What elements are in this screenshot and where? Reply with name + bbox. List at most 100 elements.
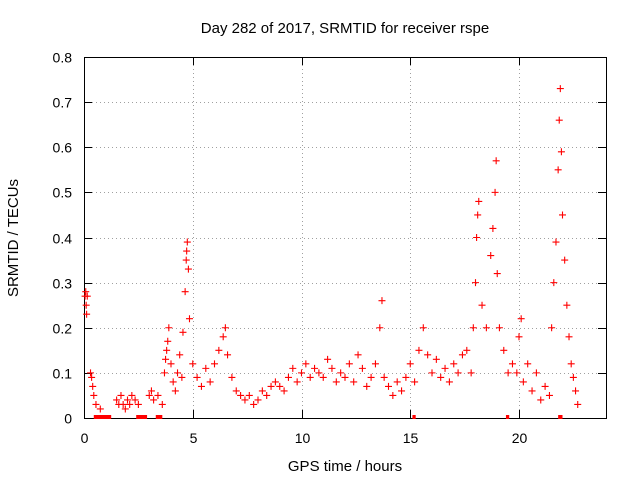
data-point [398, 387, 406, 395]
data-point [169, 378, 177, 386]
data-point [276, 382, 284, 390]
data-point [445, 378, 453, 386]
data-point [350, 378, 358, 386]
data-point [371, 360, 379, 368]
data-point [545, 391, 553, 399]
data-point [306, 373, 314, 381]
data-point [90, 391, 98, 399]
data-point [167, 360, 175, 368]
data-point [160, 369, 168, 377]
data-point [119, 400, 127, 408]
x-axis-label: GPS time / hours [288, 458, 402, 475]
y-tick-label: 0.3 [53, 276, 73, 292]
data-point [189, 360, 197, 368]
data-point [541, 382, 549, 390]
data-point [432, 355, 440, 363]
data-point [171, 387, 179, 395]
data-point [437, 373, 445, 381]
data-point [380, 373, 388, 381]
data-point [96, 405, 104, 413]
data-point [469, 324, 477, 332]
data-point [354, 351, 362, 359]
data-point [185, 315, 193, 323]
y-axis-label: SRMTID / TECUs [5, 179, 22, 297]
zero-value-marks [558, 415, 563, 419]
data-point [250, 400, 258, 408]
data-point [87, 369, 95, 377]
data-point [215, 346, 223, 354]
data-point [559, 211, 566, 219]
data-point [345, 360, 353, 368]
data-point [202, 364, 210, 372]
data-point [150, 396, 158, 404]
data-point [245, 391, 253, 399]
x-tick-label: 20 [512, 430, 528, 446]
y-tick-label: 0.6 [53, 140, 73, 156]
data-point [237, 391, 245, 399]
data-point [441, 364, 449, 372]
data-point [495, 324, 503, 332]
data-point [493, 270, 501, 278]
data-point [463, 346, 471, 354]
data-point [561, 256, 569, 264]
data-point [428, 369, 436, 377]
zero-value-marks [93, 415, 112, 419]
data-point [82, 301, 90, 309]
data-point [552, 238, 560, 246]
data-point [492, 157, 500, 165]
data-point [183, 247, 191, 255]
data-point [574, 400, 582, 408]
data-point [154, 391, 162, 399]
data-point [293, 378, 301, 386]
data-point [415, 346, 423, 354]
data-point [556, 85, 564, 93]
data-point [548, 324, 556, 332]
y-tick-label: 0.4 [53, 231, 73, 247]
data-point [489, 224, 497, 232]
data-point [475, 197, 483, 205]
data-point [411, 378, 419, 386]
data-point [117, 391, 125, 399]
data-point [145, 391, 153, 399]
zero-value-marks [136, 415, 148, 419]
zero-value-marks [412, 415, 416, 419]
data-point [176, 351, 184, 359]
data-point [572, 387, 580, 395]
data-point [537, 396, 545, 404]
data-point [458, 351, 466, 359]
data-point [124, 396, 131, 404]
data-point [280, 387, 288, 395]
data-point [184, 265, 192, 273]
data-point [134, 400, 142, 408]
data-point [219, 333, 227, 341]
data-point [183, 238, 191, 246]
data-point [224, 351, 232, 359]
y-tick-label: 0.8 [53, 50, 73, 66]
data-point [402, 373, 410, 381]
data-point [367, 373, 375, 381]
data-point [487, 252, 495, 260]
data-point [467, 369, 475, 377]
data-point [450, 360, 458, 368]
data-point [341, 373, 349, 381]
data-point [474, 211, 482, 219]
data-point [211, 360, 218, 368]
data-point [393, 378, 401, 386]
data-point [500, 346, 508, 354]
data-series [81, 85, 582, 419]
zero-value-marks [155, 415, 163, 419]
data-point [424, 351, 432, 359]
data-point [454, 369, 462, 377]
data-point [337, 369, 345, 377]
data-point [519, 378, 527, 386]
y-tick-label: 0.7 [53, 95, 73, 111]
data-point [376, 324, 384, 332]
data-point [221, 324, 229, 332]
chart-title: Day 282 of 2017, SRMTID for receiver rsp… [201, 20, 489, 37]
data-point [178, 373, 186, 381]
data-point [389, 391, 397, 399]
data-point [162, 355, 170, 363]
data-point [128, 391, 136, 399]
data-point [378, 297, 386, 305]
